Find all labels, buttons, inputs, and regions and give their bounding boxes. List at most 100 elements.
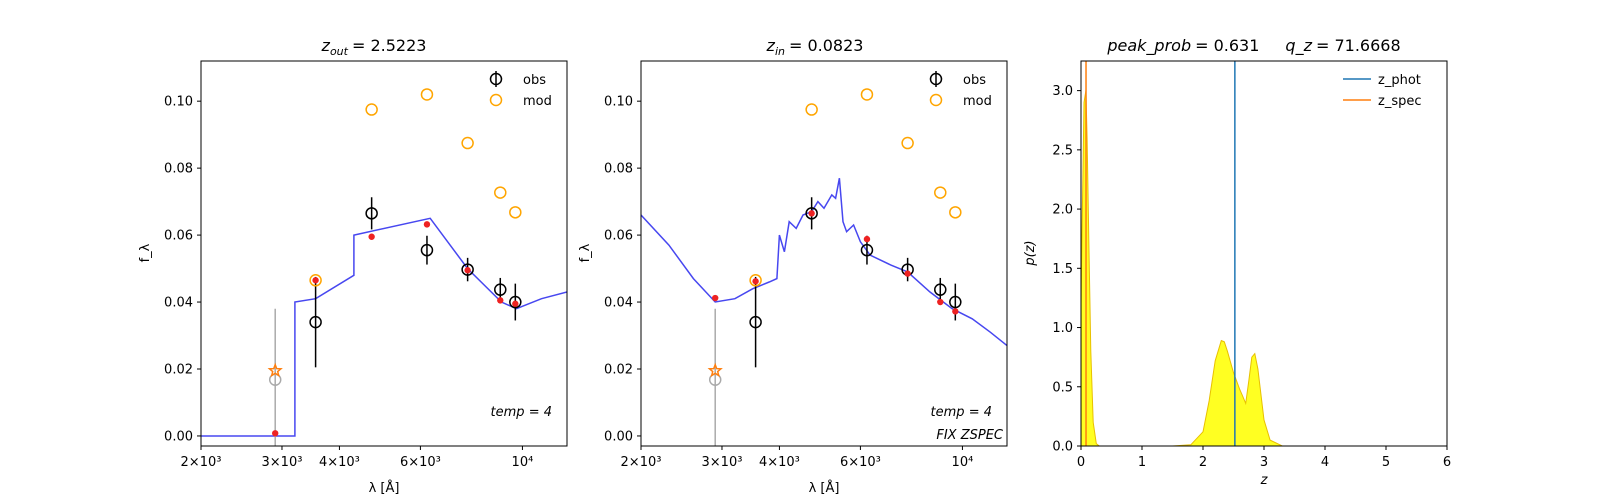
legend-zphot-label: z_phot: [1378, 73, 1421, 88]
template-flux-point: [272, 430, 279, 437]
x-tick-label: 10⁴: [952, 455, 974, 470]
y-tick-label: 0.00: [164, 429, 193, 444]
mod-point: [805, 103, 818, 116]
x-tick-label: 3×10³: [702, 455, 743, 470]
template-spectrum-line: [201, 217, 567, 437]
y-tick-label: 0.10: [604, 95, 633, 110]
obs-point: [309, 315, 322, 329]
title-zout: zout = 2.5223: [321, 36, 427, 58]
y-tick-label: 2.5: [1052, 143, 1073, 158]
x-tick-label: 6×10³: [840, 455, 881, 470]
obs-point: [949, 295, 962, 309]
plot-area: [641, 88, 1007, 446]
plot-area: [201, 88, 567, 446]
legend-obs-label: obs: [523, 73, 546, 88]
x-axis-label: λ [Å]: [809, 480, 840, 496]
annotation-temp: temp = 4: [491, 405, 552, 420]
x-tick-label: 2: [1199, 455, 1207, 470]
title-zin: zin = 0.0823: [766, 36, 864, 58]
template-flux-point: [368, 233, 375, 240]
mod-point: [309, 274, 322, 287]
legend-zspec-label: z_spec: [1378, 94, 1422, 109]
mod-point: [934, 186, 947, 199]
template-flux-point: [712, 294, 719, 302]
obs-upper-point: [268, 373, 282, 386]
obs-point: [749, 315, 762, 329]
y-tick-label: 0.08: [604, 162, 633, 177]
template-flux-point: [863, 235, 871, 243]
obs-point: [461, 263, 474, 276]
x-tick-label: 4×10³: [759, 455, 800, 470]
panel-zin: zin = 0.0823 0.00 0.02 0.04 0.06 0.08 0.10 2×10…: [578, 36, 1008, 496]
x-tick-label: 4: [1321, 455, 1329, 470]
obs-point: [365, 207, 378, 220]
obs-point: [860, 243, 874, 257]
template-flux-point: [808, 210, 815, 217]
legend: obs mod: [929, 71, 992, 109]
template-flux-point: [497, 297, 504, 304]
y-tick-label: 0.04: [604, 296, 633, 311]
x-tick-label: 0: [1077, 455, 1085, 470]
legend: obs mod: [489, 71, 552, 109]
template-flux-point: [512, 300, 519, 307]
y-tick-label: 0.02: [164, 363, 193, 378]
template-flux-point: [464, 267, 471, 274]
obs-upper-point: [708, 373, 722, 386]
y-tick-label: 0.06: [604, 229, 633, 244]
annotation-fix-zspec: FIX ZSPEC: [936, 428, 1004, 443]
legend-mod-label: mod: [523, 94, 552, 109]
legend-obs-marker: [489, 71, 503, 87]
x-axis-label: λ [Å]: [369, 480, 400, 496]
mod-point: [509, 206, 522, 219]
x-tick-label: 5: [1382, 455, 1390, 470]
mod-point: [860, 88, 874, 101]
y-axis-label: f_λ: [138, 243, 153, 262]
mod-point: [749, 274, 762, 287]
mod-point: [365, 103, 378, 116]
legend-mod-label: mod: [963, 94, 992, 109]
mod-point: [949, 206, 962, 219]
annotation-temp: temp = 4: [931, 405, 992, 420]
x-tick-label: 2×10³: [621, 455, 662, 470]
axes-frame: [200, 60, 568, 447]
x-tick-label: 3×10³: [262, 455, 303, 470]
template-flux-point: [312, 277, 319, 284]
y-axis-label: f_λ: [578, 243, 593, 262]
axes-frame: [1080, 60, 1448, 447]
obs-point: [805, 207, 818, 220]
x-tick-label: 4×10³: [319, 455, 360, 470]
mod-star-point: [707, 362, 723, 378]
y-tick-label: 2.0: [1052, 203, 1073, 218]
x-tick-label: 2×10³: [181, 455, 222, 470]
obs-point: [420, 243, 434, 257]
obs-point: [934, 283, 947, 296]
y-tick-label: 0.10: [164, 95, 193, 110]
mod-point: [420, 88, 434, 101]
template-flux-point: [752, 278, 759, 285]
x-axis-label: z: [1260, 473, 1269, 488]
x-tick-label: 3: [1260, 455, 1268, 470]
template-flux-point: [904, 270, 911, 277]
x-tick-label: 6: [1443, 455, 1451, 470]
y-tick-label: 0.0: [1052, 440, 1073, 455]
mod-point: [494, 186, 507, 199]
y-tick-label: 1.5: [1052, 262, 1073, 277]
legend-mod-marker: [489, 93, 503, 107]
legend-obs-marker: [929, 71, 943, 87]
axes-frame: [640, 60, 1008, 447]
legend-obs-label: obs: [963, 73, 986, 88]
title-pz: peak_prob = 0.631 q_z = 71.6668: [1106, 36, 1400, 56]
y-tick-label: 0.02: [604, 363, 633, 378]
legend-mod-marker: [929, 93, 943, 107]
template-flux-point: [423, 221, 431, 228]
x-tick-label: 1: [1138, 455, 1146, 470]
y-tick-label: 0.06: [164, 229, 193, 244]
obs-point: [509, 295, 522, 309]
mod-point: [901, 136, 914, 150]
plot-area: [1081, 61, 1386, 446]
panel-zout: zout = 2.5223 0.00 0.02 0.04 0.06 0.08 0.10 2×1…: [138, 36, 568, 496]
pz-filled-area: [1081, 90, 1386, 446]
x-tick-label: 10⁴: [512, 455, 534, 470]
y-tick-label: 1.0: [1052, 321, 1073, 336]
